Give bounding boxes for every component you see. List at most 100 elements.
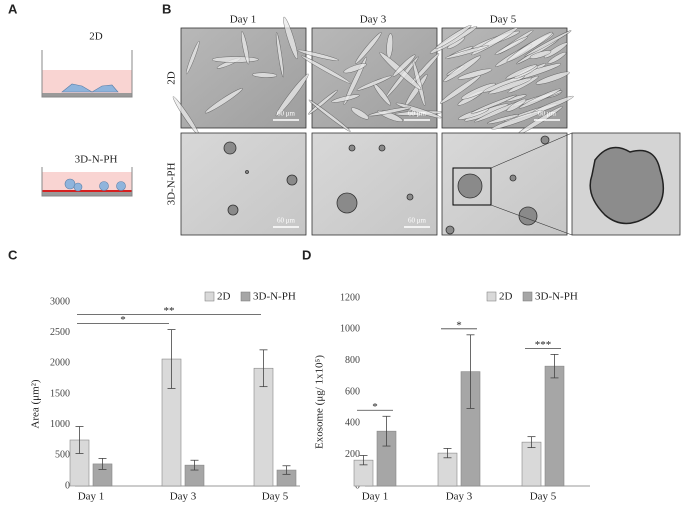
error-bar (282, 465, 291, 475)
spheroid (540, 135, 550, 145)
cell (524, 30, 572, 57)
micrograph (311, 132, 438, 236)
cell (486, 114, 520, 125)
y-tick-label: 500 (55, 450, 70, 461)
cell (439, 74, 481, 104)
y-tick-label: 800 (345, 355, 360, 366)
cell (301, 55, 351, 84)
x-tick-label: Day 5 (530, 491, 557, 503)
dish-3d (41, 167, 133, 197)
error-bar (167, 329, 176, 389)
x-tick-label: Day 5 (262, 491, 289, 503)
scale-bar-label: 60 μm (277, 110, 296, 118)
cell (519, 88, 561, 109)
micrograph (180, 132, 307, 236)
error-bar (359, 455, 368, 466)
schematic-label: 2D (89, 31, 103, 43)
spheroid (227, 204, 239, 216)
cell (461, 82, 496, 100)
spheroid (457, 173, 483, 199)
spheroid (286, 174, 298, 186)
cell (331, 94, 360, 103)
legend-swatch (486, 291, 497, 302)
cell (308, 99, 351, 132)
legend-label: 3D-N-PH (253, 291, 296, 303)
cell (241, 31, 250, 65)
zoom-line (490, 132, 573, 169)
y-tick-label: 200 (345, 449, 360, 460)
error-bar (75, 426, 84, 454)
x-tick-label: Day 1 (362, 491, 389, 503)
y-tick-label: 1000 (340, 324, 360, 335)
y-axis-title: Area (μm²) (30, 379, 42, 429)
significance-label: * (120, 314, 126, 326)
spheroid (518, 206, 538, 226)
cell (355, 32, 382, 64)
x-tick-label: Day 3 (446, 491, 473, 503)
scale-bar-label: 60 μm (408, 217, 427, 225)
significance-label: ** (164, 305, 175, 317)
cell (506, 98, 527, 112)
spheroid (509, 174, 517, 182)
cell (547, 51, 567, 64)
cell (297, 49, 339, 61)
x-tick-label: Day 1 (78, 491, 105, 503)
cell (351, 107, 369, 120)
error-bar (382, 415, 391, 447)
error-bar (466, 334, 475, 409)
cell (252, 72, 278, 78)
dish-2d (41, 50, 133, 98)
spheroid (245, 170, 249, 174)
error-bar (527, 436, 536, 449)
spheroid (406, 193, 414, 201)
scale-bar-label: 60 μm (408, 110, 427, 118)
cell (343, 63, 367, 74)
significance-label: * (372, 401, 378, 413)
error-bar (98, 457, 107, 470)
significance-label: *** (535, 339, 552, 351)
cell (529, 50, 552, 59)
y-axis-title: Exosome (μg/ 1x10⁵) (314, 355, 326, 449)
y-tick-label: 1200 (340, 292, 360, 303)
legend-swatch (204, 291, 215, 302)
error-bar (550, 353, 559, 379)
y-tick-label: 2000 (50, 358, 70, 369)
y-tick-label: 2500 (50, 327, 70, 338)
cell (392, 54, 416, 77)
cell (443, 55, 481, 82)
bar (521, 441, 542, 487)
legend-label: 3D-N-PH (535, 291, 578, 303)
error-bar (190, 459, 199, 471)
panel-label: A (8, 1, 18, 16)
y-tick-label: 1500 (50, 388, 70, 399)
cell (275, 73, 309, 117)
micrographs: 60 μm 60 μm 60 μm 60 μm 60 μm (172, 16, 681, 236)
y-tick-label: 400 (345, 418, 360, 429)
panel-label: B (162, 1, 171, 16)
row-label: 2D (166, 71, 178, 85)
cell (356, 75, 392, 91)
row-label: 3D-N-PH (166, 163, 178, 206)
y-tick-label: 3000 (50, 296, 70, 307)
cell (470, 94, 517, 114)
cell (211, 56, 259, 63)
legend-label: 2D (499, 291, 513, 303)
cell (543, 42, 568, 59)
cell (505, 64, 538, 80)
column-label: Day 5 (490, 14, 517, 26)
scale-bar-label: 60 μm (277, 217, 296, 225)
legend-swatch (522, 291, 533, 302)
significance-label: * (456, 319, 462, 331)
spheroid (336, 192, 358, 214)
cell (506, 31, 553, 62)
y-tick-label: 1000 (50, 419, 70, 430)
cell (308, 89, 338, 115)
cell (395, 102, 442, 119)
bar (544, 365, 565, 487)
error-bar (259, 349, 268, 388)
scale-bar-label: 60 μm (538, 110, 557, 118)
column-label: Day 1 (230, 14, 257, 26)
spheroid (348, 144, 356, 152)
legend-label: 2D (217, 291, 231, 303)
